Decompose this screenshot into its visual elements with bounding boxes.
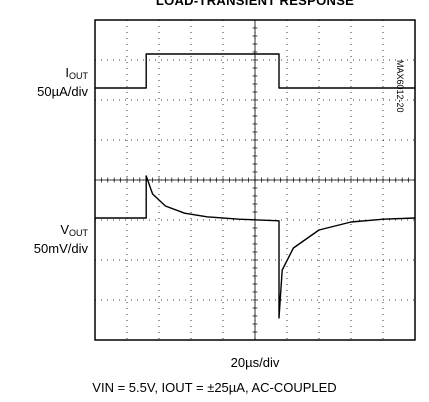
iout-name: I [65, 65, 69, 80]
test-conditions: VIN = 5.5V, IOUT = ±25µA, AC-COUPLED [92, 380, 337, 395]
traces [95, 53, 416, 319]
vout-channel-label: VOUT 50mV/div [0, 222, 88, 256]
vout-scale: 50mV/div [33, 241, 88, 256]
timebase-label: 20µs/div [230, 355, 280, 370]
iout-trace [95, 53, 415, 89]
vout-trace [95, 175, 416, 319]
vout-name: V [60, 222, 69, 237]
iout-channel-label: IOUT 50µA/div [0, 65, 88, 99]
iout-scale: 50µA/div [37, 84, 88, 99]
iout-name-sub: OUT [69, 71, 88, 81]
chart-title: LOAD-TRANSIENT RESPONSE [155, 0, 355, 8]
grid [95, 20, 415, 340]
vout-name-sub: OUT [69, 228, 88, 238]
